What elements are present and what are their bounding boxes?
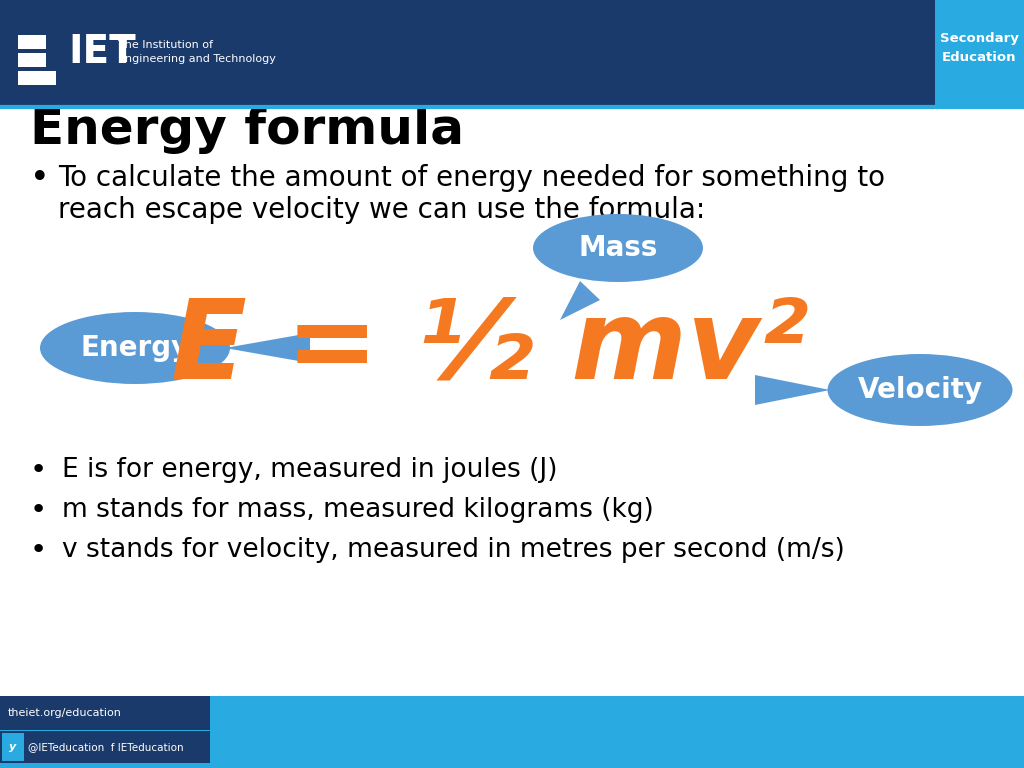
Text: •: • — [30, 536, 47, 564]
Polygon shape — [755, 375, 830, 405]
Text: •: • — [30, 161, 49, 194]
Text: The Institution of
Engineering and Technology: The Institution of Engineering and Techn… — [118, 40, 275, 64]
FancyBboxPatch shape — [18, 35, 46, 49]
Text: Energy: Energy — [80, 334, 189, 362]
FancyBboxPatch shape — [18, 71, 56, 85]
Polygon shape — [560, 281, 600, 320]
Text: v stands for velocity, measured in metres per second (m/s): v stands for velocity, measured in metre… — [62, 537, 845, 563]
Ellipse shape — [534, 214, 703, 282]
Text: E = ½ mv²: E = ½ mv² — [171, 294, 809, 402]
Ellipse shape — [40, 312, 230, 384]
FancyBboxPatch shape — [935, 0, 1024, 105]
Text: Velocity: Velocity — [857, 376, 983, 404]
Text: Energy formula: Energy formula — [30, 106, 464, 154]
Text: @IETeducation  f IETeducation: @IETeducation f IETeducation — [28, 742, 183, 752]
Text: m stands for mass, measured kilograms (kg): m stands for mass, measured kilograms (k… — [62, 497, 653, 523]
FancyBboxPatch shape — [18, 53, 46, 67]
Polygon shape — [225, 333, 310, 363]
Text: Secondary
Education: Secondary Education — [940, 32, 1019, 64]
Text: Mass: Mass — [579, 234, 657, 262]
Text: E is for energy, measured in joules (J): E is for energy, measured in joules (J) — [62, 457, 557, 483]
Text: theiet.org/education: theiet.org/education — [8, 708, 122, 718]
Ellipse shape — [827, 354, 1013, 426]
FancyBboxPatch shape — [2, 733, 24, 761]
Text: reach escape velocity we can use the formula:: reach escape velocity we can use the for… — [58, 196, 706, 224]
FancyBboxPatch shape — [0, 0, 1024, 105]
Text: y: y — [9, 742, 16, 752]
FancyBboxPatch shape — [0, 731, 210, 763]
Text: To calculate the amount of energy needed for something to: To calculate the amount of energy needed… — [58, 164, 885, 192]
Text: •: • — [30, 456, 47, 484]
FancyBboxPatch shape — [0, 696, 210, 730]
FancyBboxPatch shape — [0, 696, 1024, 768]
Text: •: • — [30, 496, 47, 524]
Text: IET: IET — [68, 33, 136, 71]
